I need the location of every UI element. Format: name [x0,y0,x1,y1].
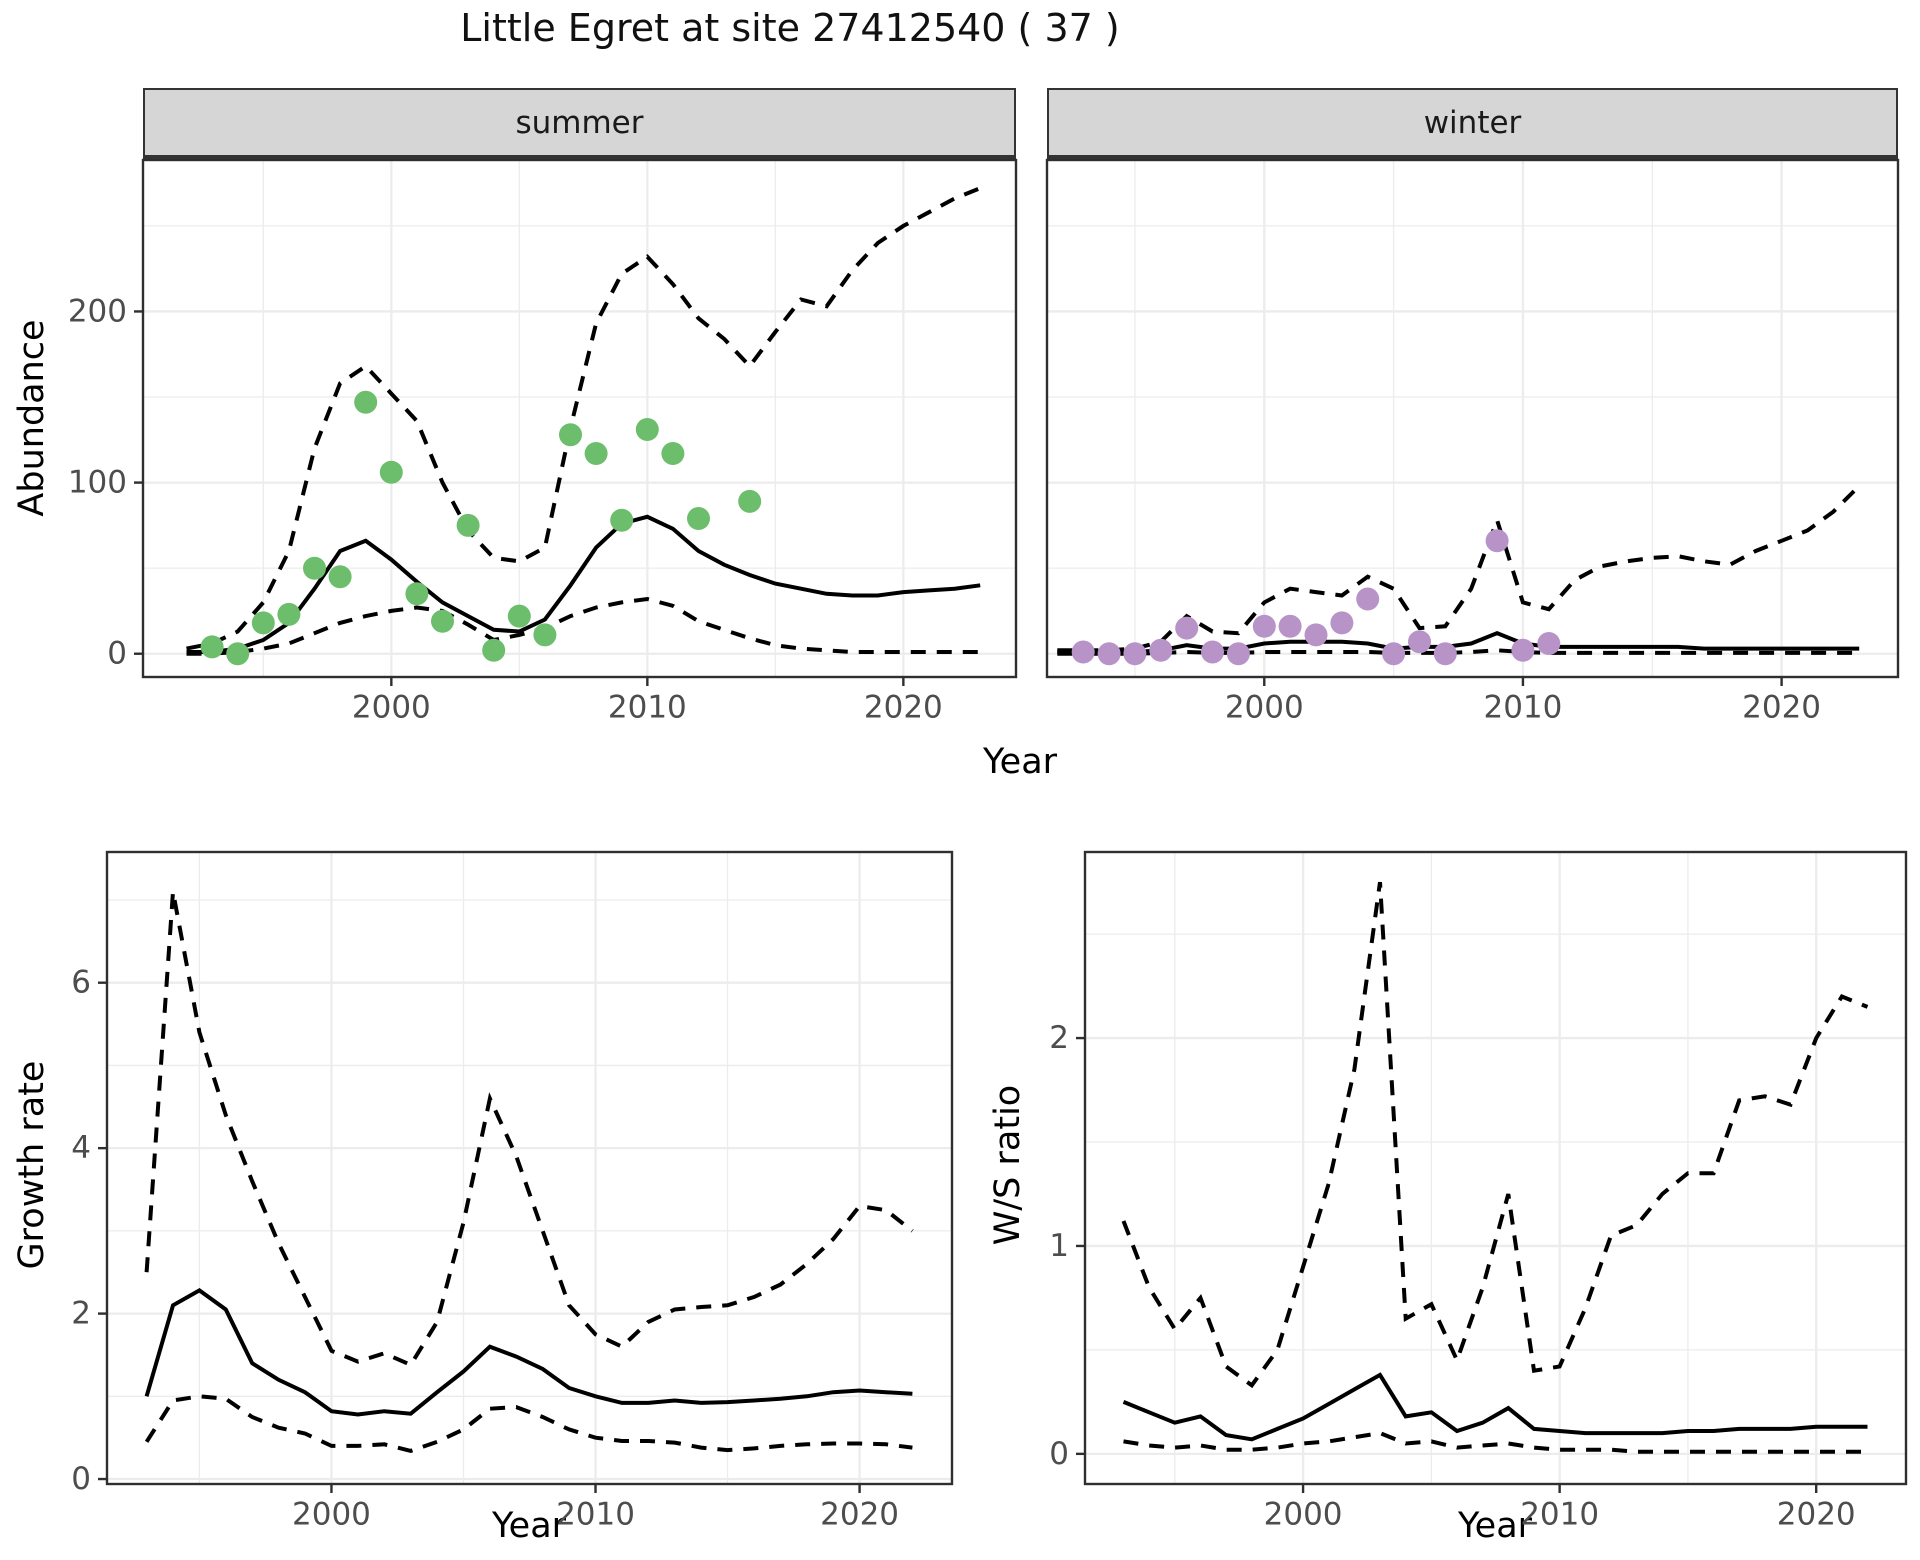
facet-strip-winter-label: winter [1423,104,1522,141]
data-point [200,635,224,659]
data-point [405,582,429,606]
facet-strip-summer: summer [143,88,1016,160]
panel-abundance-winter: 2000 2010 2020 [1045,158,1900,725]
data-point [661,442,685,465]
data-point [328,565,352,589]
data-point [456,513,480,537]
x-axis-label-year-growth: Year [491,1506,567,1546]
x-tick-label: 2000 [1264,1496,1343,1532]
data-point [1433,642,1457,666]
median-line [1122,1372,1868,1442]
x-tick-label: 2020 [820,1496,899,1532]
data-point [303,556,326,580]
data-point [1175,616,1199,640]
x-tick-label: 2000 [352,689,431,725]
data-point [1537,632,1561,655]
abundance-summer-points [200,390,762,666]
data-point [559,423,582,447]
data-point [431,609,454,633]
data-point [379,460,403,484]
data-point [687,507,710,530]
data-point [610,508,634,532]
x-tick-label: 2000 [292,1496,371,1532]
data-point [1511,638,1535,662]
y-tick-label: 100 [68,465,127,501]
data-point [1071,640,1095,664]
data-point [1485,529,1509,553]
data-point [1149,638,1173,662]
x-axis-label-year-top: Year [982,742,1058,782]
data-point [584,442,608,465]
panel-abundance-summer: 2000 2010 2020 0 100 200 [68,158,1018,725]
data-point [1226,642,1250,666]
upper-ci-line [1121,881,1869,1389]
y-tick-label: 2 [71,1296,91,1332]
lower-ci-line [1057,648,1860,656]
data-point [1201,640,1224,664]
data-point [738,489,762,513]
y-tick-label: 0 [71,1461,91,1497]
facet-strip-winter: winter [1047,88,1898,160]
data-point [251,611,275,635]
data-point [1123,642,1147,666]
upper-ci-line [1057,484,1861,653]
data-point [354,390,378,414]
abundance-winter-points [1071,529,1561,666]
data-point [1252,614,1276,638]
facet-strip-summer-label: summer [515,104,644,141]
data-point [1382,642,1406,666]
y-tick-label: 1 [1049,1228,1069,1264]
x-tick-label: 2020 [864,689,943,725]
x-tick-label: 2010 [1483,689,1562,725]
x-tick-label: 2020 [1742,689,1821,725]
x-axis-label-year-ws: Year [1457,1506,1533,1546]
y-tick-label: 2 [1049,1020,1069,1056]
lower-ci-line [1123,1431,1868,1454]
upper-ci-line [186,186,981,651]
data-point [1330,611,1354,635]
y-tick-label: 6 [71,965,91,1001]
upper-ci-line [144,891,914,1368]
data-point [1408,630,1431,654]
lower-ci-line [144,1394,913,1453]
data-point [507,604,531,628]
y-tick-label: 0 [107,636,127,672]
median-line [186,514,981,654]
x-tick-label: 2010 [608,689,687,725]
y-tick-label: 200 [68,293,127,329]
data-point [482,638,506,662]
median-line [144,1288,913,1417]
data-point [1304,623,1328,647]
x-tick-label: 2010 [1520,1496,1599,1532]
lower-ci-line [186,596,981,656]
median-line [1057,631,1860,654]
y-tick-label: 0 [1049,1436,1069,1472]
data-point [226,642,250,666]
x-tick-label: 2000 [1225,689,1304,725]
panel-growth-rate: 2000 2010 2020 0 2 4 6 [71,850,954,1532]
data-point [1097,642,1121,666]
data-point [1278,614,1302,638]
data-point [277,602,301,626]
x-tick-label: 2020 [1777,1496,1856,1532]
x-tick-label: 2010 [556,1496,635,1532]
panel-ws-ratio: 2000 2010 2020 0 1 2 [1049,850,1908,1532]
data-point [533,623,557,647]
y-tick-label: 4 [71,1130,91,1166]
data-point [635,418,659,441]
plot-title: Little Egret at site 27412540 ( 37 ) [460,6,1120,50]
data-point [1356,587,1380,611]
